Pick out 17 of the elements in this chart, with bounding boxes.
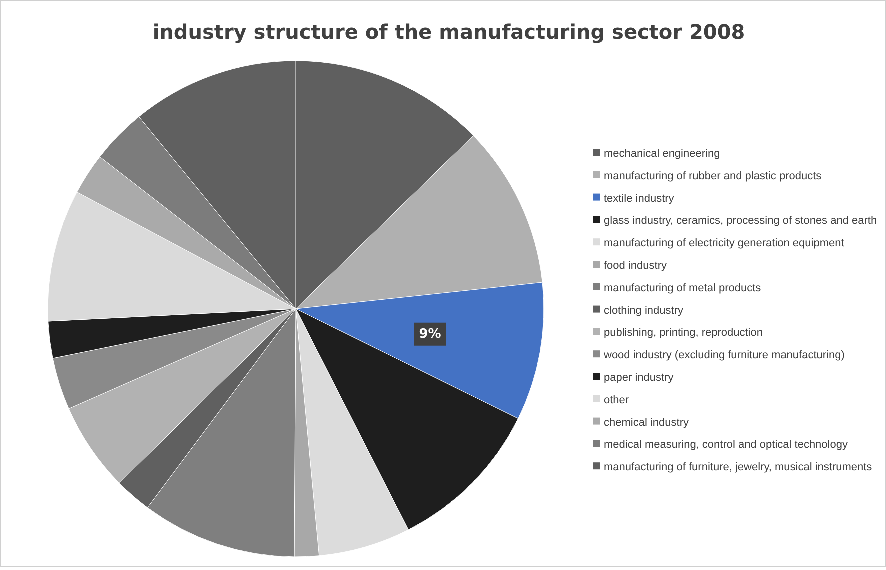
legend-label: manufacturing of rubber and plastic products <box>604 170 822 182</box>
legend-label: manufacturing of furniture, jewelry, musical instruments <box>604 462 873 474</box>
legend-label: clothing industry <box>604 304 684 317</box>
legend-label: mechanical engineering <box>604 148 720 160</box>
legend-label: other <box>604 394 630 406</box>
legend-label: wood industry (excluding furniture manufacturing) <box>603 350 845 362</box>
legend-label: chemical industry <box>604 416 690 429</box>
legend-label: manufacturing of electricity generation equipment <box>604 238 844 250</box>
legend-label: food industry <box>604 260 668 272</box>
data-label: 9% <box>419 326 442 342</box>
legend-label: medical measuring, control and optical technology <box>604 439 848 452</box>
legend-label: manufacturing of metal products <box>604 282 762 294</box>
legend-label: textile industry <box>604 192 675 205</box>
chart-title: industry structure of the manufacturing sector 2008 <box>152 20 746 44</box>
legend-label: publishing, printing, reproduction <box>604 327 763 340</box>
legend-label: glass industry, ceramics, processing of stones and earth <box>604 215 878 228</box>
legend-label: paper industry <box>604 372 674 384</box>
